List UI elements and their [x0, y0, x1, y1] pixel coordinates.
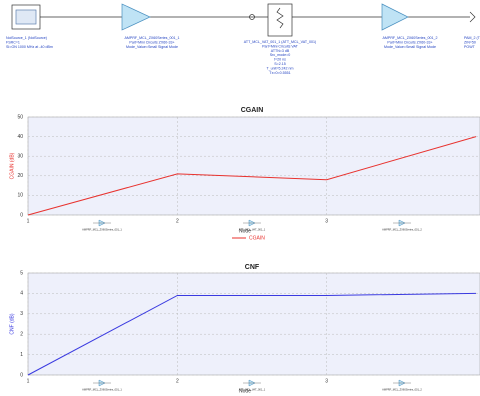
- x-tick-label: 1: [27, 378, 30, 384]
- annotation-label: AMPRF_MCL_ZX60Series_001_1: [82, 388, 122, 392]
- component-label: ATT_MCL_VAT_001_1 (ATT_MCL_VAT_001): [244, 40, 317, 44]
- component-label: PAM_2 (TO: [464, 36, 480, 40]
- plot-area: [27, 272, 480, 376]
- attenuator: [267, 3, 293, 37]
- source-icon: [15, 9, 37, 25]
- x-tick-label: 3: [325, 378, 328, 384]
- component-label: Src_mode=0: [270, 53, 290, 57]
- component-label: SI=ON 1000 MHz at -40 dBm: [6, 45, 53, 49]
- y-tick-label: 20: [17, 173, 23, 179]
- component-label: Part=Mini Circuits ZX60-33+: [129, 40, 174, 44]
- annotation-label: AMPRF_MCL_ZX60Series_001_2: [382, 388, 422, 392]
- y-tick-label: 0: [20, 372, 23, 378]
- y-tick-label: 10: [17, 193, 23, 199]
- y-tick-label: 5: [20, 270, 23, 276]
- y-tick-label: 0: [20, 212, 23, 218]
- annotation-label: AMPRF_MCL_ZX60Series_001_1: [82, 228, 122, 232]
- y-tick-label: 4: [20, 291, 23, 297]
- schematic: [11, 3, 476, 37]
- component-label: AMPRF_MCL_ZX60Series_001_2: [383, 36, 438, 40]
- x-tick-label: 2: [176, 378, 179, 384]
- component-label: ATTN=3 dB: [271, 49, 290, 53]
- y-axis-label: CGAIN (dB): [9, 152, 15, 179]
- amplifier: [121, 3, 151, 31]
- legend-label: CGAIN: [249, 235, 265, 241]
- y-tick-label: 30: [17, 154, 23, 160]
- x-tick-label: 3: [325, 218, 328, 224]
- series-line: [27, 292, 477, 376]
- series-line: [27, 136, 477, 216]
- y-axis-label: CNF (dB): [9, 313, 15, 334]
- chart-title: CGAIN: [241, 107, 264, 114]
- chart-title: CNF: [245, 264, 260, 271]
- component-label: FSRC=1: [6, 40, 20, 44]
- component-label: Part=Mini Circuits VAT: [262, 44, 299, 48]
- x-axis-label: Node: [239, 388, 251, 394]
- component-label: S=2.15: [274, 62, 286, 66]
- y-tick-label: 50: [17, 114, 23, 120]
- y-tick-label: 3: [20, 311, 23, 317]
- x-tick-label: 1: [27, 218, 30, 224]
- component-label: POWT: [464, 45, 476, 49]
- component-label: Mode_Value=Small Signal Mode: [384, 45, 436, 49]
- component-label: Tx=0=0.5551: [269, 71, 290, 75]
- node: [249, 14, 255, 20]
- plot-area: [27, 116, 480, 216]
- component-label: Part=Mini Circuits ZX60-33+: [387, 40, 432, 44]
- output-port: [469, 11, 476, 23]
- y-tick-label: 1: [20, 352, 23, 358]
- x-tick-label: 2: [176, 218, 179, 224]
- component-label: T_unit=5.242 nm: [266, 66, 293, 70]
- component-label: NoiSource_1 (NoiSource): [6, 36, 47, 40]
- component-label: t=20 ns: [274, 58, 286, 62]
- attenuator-symbol: [276, 7, 284, 29]
- component-label: Mode_Value=Small Signal Mode: [126, 45, 178, 49]
- annotation-label: ATT_MCL_VAT_001_1: [239, 388, 266, 392]
- y-tick-label: 2: [20, 332, 23, 338]
- x-axis-label: Node: [239, 228, 251, 234]
- annotation-label: ATT_MCL_VAT_001_1: [239, 228, 266, 232]
- component-label: AMPRF_MCL_ZX60Series_001_1: [125, 36, 180, 40]
- annotation-label: AMPRF_MCL_ZX60Series_001_2: [382, 228, 422, 232]
- component-label: ZIN=50: [464, 40, 476, 44]
- amplifier: [381, 3, 409, 31]
- y-tick-label: 40: [17, 134, 23, 140]
